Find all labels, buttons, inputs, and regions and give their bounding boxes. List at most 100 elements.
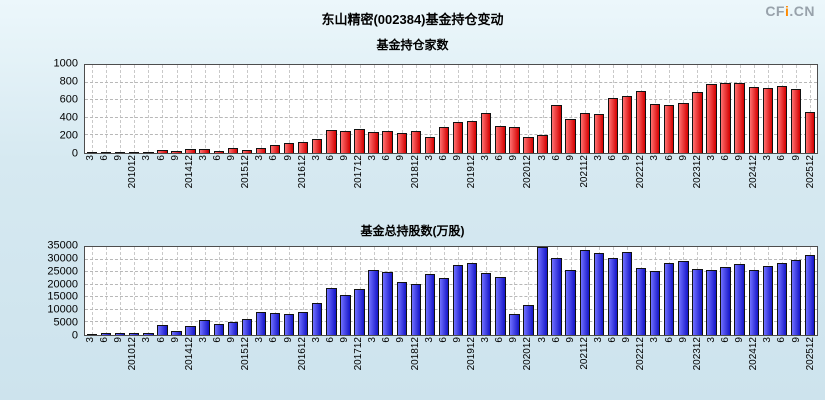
x-tick-label: 9 xyxy=(282,337,294,343)
y-tick-label: 0 xyxy=(71,329,78,342)
x-tick-label: 9 xyxy=(677,155,689,161)
bar xyxy=(283,314,295,335)
v-gridline xyxy=(570,65,572,153)
y-tick-label: 600 xyxy=(59,93,78,106)
bar-slot xyxy=(310,65,324,153)
bar xyxy=(481,113,492,153)
x-tick-label: 6 xyxy=(663,155,675,161)
bar xyxy=(340,294,351,335)
bar-slot xyxy=(437,247,451,335)
x-tick-label: 3 xyxy=(254,337,266,343)
x-tick-label: 9 xyxy=(734,337,746,343)
bar xyxy=(565,270,576,335)
bar-slot xyxy=(719,65,733,153)
x-tick-label: 3 xyxy=(762,337,774,343)
bar-slot xyxy=(127,65,141,153)
y-tick-label: 400 xyxy=(59,111,78,124)
bar-slot xyxy=(352,247,366,335)
bar-slot xyxy=(212,247,226,335)
bar-slot xyxy=(409,65,423,153)
bar xyxy=(185,326,196,335)
v-gridline xyxy=(260,65,262,153)
x-tick-label: 202312 xyxy=(691,155,703,189)
x-tick-label: 6 xyxy=(268,337,280,343)
x-tick-label: 6 xyxy=(719,337,731,343)
x-tick-label: 9 xyxy=(564,155,576,161)
x-tick-label: 3 xyxy=(310,337,322,343)
bar xyxy=(283,143,295,153)
x-tick-label: 202512 xyxy=(804,155,816,189)
bar xyxy=(326,130,337,153)
cfi-logo-cn: .CN xyxy=(789,3,815,19)
x-tick-label: 6 xyxy=(776,155,788,161)
x-tick-label: 6 xyxy=(324,155,336,161)
bar xyxy=(452,265,464,335)
bar xyxy=(734,264,745,335)
x-tick-label: 6 xyxy=(99,155,111,161)
y-tick-label: 25000 xyxy=(47,265,78,278)
cfi-logo-i: i xyxy=(784,3,790,19)
h-gridline xyxy=(85,308,817,310)
bar xyxy=(790,260,802,335)
v-gridline xyxy=(373,65,375,153)
y-tick-label: 30000 xyxy=(47,252,78,265)
bar xyxy=(354,129,365,153)
bar-slot xyxy=(169,65,183,153)
x-tick-label: 202512 xyxy=(804,337,816,371)
x-tick-label: 3 xyxy=(649,337,661,343)
x-tick-label: 9 xyxy=(451,155,463,161)
bar-slot xyxy=(451,65,465,153)
bar-slot xyxy=(747,65,761,153)
bar xyxy=(621,251,633,335)
bar-slot xyxy=(479,247,493,335)
x-tick-label: 3 xyxy=(536,155,548,161)
h-gridline xyxy=(85,258,817,260)
bar xyxy=(185,149,196,153)
bar-slot xyxy=(620,247,634,335)
x-tick-label: 3 xyxy=(197,337,209,343)
v-gridline xyxy=(317,65,319,153)
x-tick-label: 3 xyxy=(310,155,322,161)
x-tick-label: 3 xyxy=(536,337,548,343)
bar xyxy=(607,98,619,153)
v-gridline xyxy=(92,247,94,335)
v-gridline xyxy=(176,247,178,335)
bar xyxy=(678,103,689,153)
v-gridline xyxy=(303,65,305,153)
bar-slot xyxy=(606,247,620,335)
bar xyxy=(551,258,562,335)
bar xyxy=(143,332,154,335)
v-gridline xyxy=(598,65,600,153)
x-tick-label: 202412 xyxy=(748,155,760,189)
x-tick-label: 202212 xyxy=(635,155,647,189)
x-tick-label: 9 xyxy=(451,337,463,343)
v-gridline xyxy=(542,65,544,153)
v-gridline xyxy=(528,65,530,153)
bar-slot xyxy=(479,65,493,153)
bar-slot xyxy=(437,65,451,153)
v-gridline xyxy=(148,247,150,335)
x-tick-label: 3 xyxy=(254,155,266,161)
v-gridline xyxy=(472,65,474,153)
bar-slot xyxy=(381,247,395,335)
bar xyxy=(706,270,717,335)
v-gridline xyxy=(387,65,389,153)
bar-slot xyxy=(127,247,141,335)
bar xyxy=(213,150,224,153)
bar-slot xyxy=(536,65,550,153)
x-tick-label: 9 xyxy=(508,337,520,343)
x-tick-label: 6 xyxy=(381,337,393,343)
y-tick-label: 10000 xyxy=(47,303,78,316)
bar-slot xyxy=(634,247,648,335)
bar xyxy=(495,126,506,153)
v-gridline xyxy=(204,247,206,335)
x-tick-label: 202112 xyxy=(578,155,590,188)
v-gridline xyxy=(500,65,502,153)
h-gridline xyxy=(85,116,817,118)
bar xyxy=(537,247,548,335)
x-tick-label: 6 xyxy=(550,155,562,161)
bar xyxy=(649,103,661,153)
bar xyxy=(509,126,520,153)
bar-slot xyxy=(296,65,310,153)
bar xyxy=(129,152,140,153)
